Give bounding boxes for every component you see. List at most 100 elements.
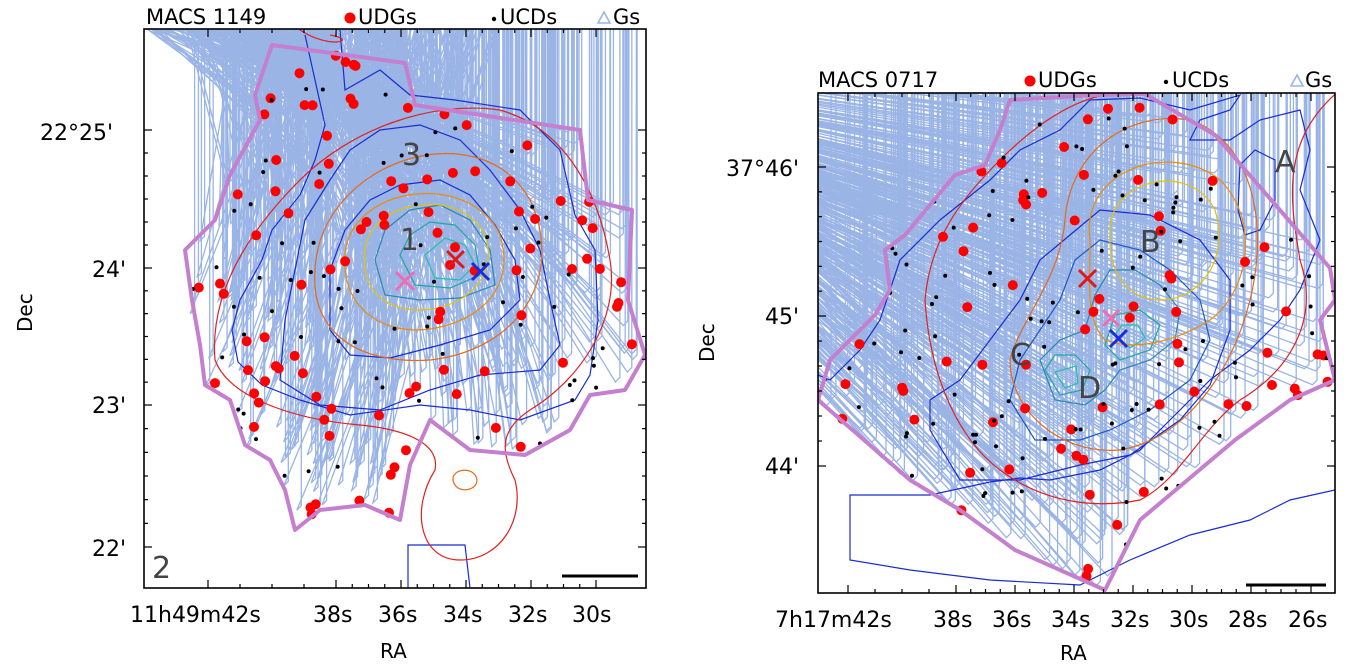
p2-ucd-marker xyxy=(1028,316,1033,321)
p1-udg-marker xyxy=(558,357,568,368)
p2-ucd-marker xyxy=(1042,344,1047,349)
p2-gs-marker xyxy=(818,93,919,482)
p2-gs-marker xyxy=(818,93,1107,388)
p1-udg-marker xyxy=(612,301,622,312)
p2-gs-marker xyxy=(818,93,1246,419)
p1-udg-marker xyxy=(289,350,300,361)
p2-gs-marker xyxy=(856,93,1024,114)
p1-ucd-marker xyxy=(306,469,311,474)
p2-udg-marker xyxy=(1267,380,1277,390)
p1-ucd-marker xyxy=(352,340,357,345)
p1-teal-contour-1 xyxy=(374,204,496,301)
p1-gs-marker xyxy=(241,29,374,384)
p1-udg-marker xyxy=(522,140,533,151)
p1-gs-marker xyxy=(250,29,298,248)
p2-ucd-marker xyxy=(1154,182,1159,187)
p2-gs-marker xyxy=(818,93,943,485)
p1-ucd-marker xyxy=(572,378,577,383)
p2-gs-marker xyxy=(818,93,1321,372)
p2-udg-marker xyxy=(1094,293,1105,304)
p1-gs-marker xyxy=(280,29,446,263)
p1-footprint xyxy=(183,43,646,532)
p1-blue-cross xyxy=(470,261,491,282)
p2-gs-marker xyxy=(818,93,960,395)
p2-ucd-marker xyxy=(1308,304,1313,309)
p1-ucd-marker xyxy=(248,202,253,207)
p2-gs-marker xyxy=(818,93,1113,577)
p1-gs-marker xyxy=(348,29,525,335)
p1-udg-marker xyxy=(626,339,637,350)
p2-xlabel: RA xyxy=(1060,641,1087,665)
p1-gs-marker xyxy=(398,29,621,383)
p1-ucd-marker xyxy=(339,306,344,311)
p1-ucd-marker xyxy=(440,351,445,356)
p1-ytick-2: 23' xyxy=(92,394,126,419)
p1-gs-marker xyxy=(320,29,591,294)
p1-udg-marker xyxy=(447,167,458,178)
p1-gs-marker xyxy=(268,29,554,232)
p2-gs-marker xyxy=(822,93,1017,118)
p2-ucd-marker xyxy=(1174,195,1179,200)
p1-udg-marker xyxy=(461,120,472,131)
p2-ucd-marker xyxy=(992,282,997,287)
p2-ucd-marker xyxy=(1110,362,1115,367)
p2-ucd-marker xyxy=(899,350,903,355)
p2-ucd-marker xyxy=(994,444,998,449)
p2-gs-marker xyxy=(818,93,1152,278)
p2-gs-marker xyxy=(818,93,1271,232)
p2-gs-marker xyxy=(818,93,1262,344)
p2-ucd-marker xyxy=(1183,347,1188,352)
p1-udg-marker xyxy=(251,230,262,241)
p2-udg-marker xyxy=(977,359,988,370)
p1-gs-marker xyxy=(239,29,402,218)
p1-gs-marker xyxy=(190,29,398,80)
p2-gs-marker xyxy=(818,93,1227,348)
p2-udg-marker xyxy=(1189,386,1200,397)
p2-gs-marker xyxy=(818,93,969,233)
p1-gs-marker xyxy=(397,29,509,391)
p1-udg-marker xyxy=(259,332,270,343)
p1-gs-marker xyxy=(344,29,411,417)
p2-udg-marker xyxy=(1007,280,1018,291)
p2-gs-marker xyxy=(818,93,1317,363)
p2-gs-marker xyxy=(818,93,1305,347)
p2-gs-marker xyxy=(818,93,1205,267)
p2-gs-marker xyxy=(818,93,1055,458)
p2-ucd-marker xyxy=(1173,200,1178,205)
p2-udg-marker xyxy=(897,382,908,393)
p1-ucd-marker xyxy=(270,309,274,314)
p1-gs-marker xyxy=(261,29,476,235)
p2-blue-contour-outer xyxy=(818,93,1335,586)
p1-udg-marker xyxy=(567,264,577,274)
p2-ucd-marker xyxy=(1198,379,1203,383)
p1-blue-contour-outer xyxy=(231,29,599,421)
p1-ytick-1: 24' xyxy=(92,258,126,283)
p2-gs-marker xyxy=(818,93,1213,152)
p1-gs-marker xyxy=(264,29,468,240)
p1-udg-marker xyxy=(241,336,252,347)
p2-gs-marker xyxy=(818,93,1129,531)
p2-region-label-D: D xyxy=(1078,371,1101,406)
p2-gs-marker xyxy=(818,93,1169,348)
p1-ucd-marker xyxy=(392,326,397,331)
p1-udg-marker xyxy=(232,189,243,200)
p2-gs-marker xyxy=(818,93,1007,378)
p2-ucd-marker xyxy=(1050,300,1055,305)
p2-ucd-marker xyxy=(987,213,992,218)
p2-gs-marker xyxy=(818,93,1144,454)
p2-ucd-marker xyxy=(1124,144,1129,149)
p1-ucd-marker xyxy=(269,98,274,103)
p1-gs-marker xyxy=(212,29,510,143)
p2-xtick-2: 36s xyxy=(992,608,1031,633)
p2-udg-marker xyxy=(1020,403,1031,414)
p1-ucd-marker xyxy=(232,208,237,213)
p1-ucd-marker xyxy=(501,300,505,305)
p1-udg-marker xyxy=(322,130,332,141)
p2-gs-marker xyxy=(818,93,1184,257)
p2-ucd-marker xyxy=(933,334,938,339)
p1-blue-contour-2 xyxy=(279,124,561,411)
p1-udg-marker xyxy=(271,155,282,165)
p2-gs-marker xyxy=(818,93,1280,357)
p2-region-label-C: C xyxy=(1010,338,1031,373)
p2-udg-marker xyxy=(1259,242,1270,253)
